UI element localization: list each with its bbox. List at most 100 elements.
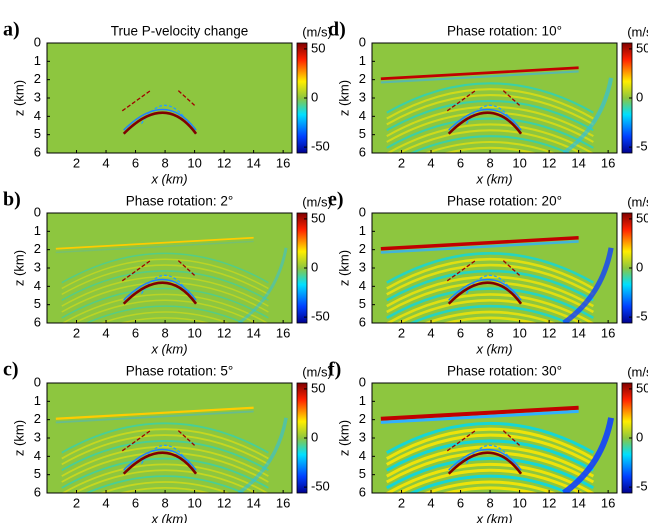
x-tick-label: 14 <box>571 495 585 510</box>
y-tick-label: 0 <box>359 204 366 219</box>
anticline <box>447 451 523 475</box>
image-field <box>47 383 292 493</box>
x-tick-label: 16 <box>276 495 290 510</box>
artifact-stripe <box>423 310 558 323</box>
artifact-stripe <box>442 146 538 153</box>
y-tick-label: 1 <box>34 393 41 408</box>
artifact-stripe <box>386 123 594 153</box>
artifact-stripe <box>386 94 594 126</box>
x-tick-label: 10 <box>512 325 526 340</box>
image-field <box>372 43 617 153</box>
artifact-stripe <box>61 434 269 466</box>
colorbar-tick-label: 0 <box>636 89 643 104</box>
y-tick-label: 3 <box>359 259 366 274</box>
colorbar-tick-label: -50 <box>636 309 648 324</box>
y-tick-label: 4 <box>34 278 41 293</box>
x-tick-label: 6 <box>132 155 139 170</box>
y-tick-label: 5 <box>34 296 41 311</box>
edge-artifact <box>562 77 614 153</box>
x-axis-label: x (km) <box>150 511 187 523</box>
upper-flank <box>446 90 521 112</box>
x-axis-label: x (km) <box>475 341 512 356</box>
x-tick-label: 2 <box>398 495 405 510</box>
upper-flank <box>121 430 196 452</box>
x-axis-label: x (km) <box>150 171 187 186</box>
artifact-stripe <box>386 293 595 323</box>
artifact-stripe <box>386 445 595 478</box>
shallow-reflector-lobe <box>55 410 254 424</box>
artifact-stripe <box>386 117 594 149</box>
artifact-stripe <box>396 129 584 153</box>
shallow-reflector <box>380 405 579 421</box>
artifact-stripe <box>386 439 595 472</box>
y-axis-label: z (km) <box>336 250 351 286</box>
artifact-stripe <box>61 428 269 460</box>
colorbar-label: (m/s) <box>302 364 332 379</box>
artifact-stripe <box>61 457 269 489</box>
colorbar-tick-label: 50 <box>311 40 325 55</box>
y-tick-label: 2 <box>359 411 366 426</box>
x-tick-label: 6 <box>132 495 139 510</box>
x-tick-label: 14 <box>246 155 260 170</box>
x-tick-label: 10 <box>187 325 201 340</box>
shallow-reflector-lobe <box>55 240 254 254</box>
y-tick-label: 1 <box>359 393 366 408</box>
y-tick-label: 1 <box>359 223 366 238</box>
artifact-stripe <box>423 140 557 153</box>
y-tick-label: 4 <box>359 108 366 123</box>
shallow-reflector <box>55 406 254 420</box>
x-tick-label: 14 <box>571 155 585 170</box>
artifact-stripe <box>386 263 595 296</box>
artifact-stripe <box>61 463 269 493</box>
y-tick-label: 2 <box>34 241 41 256</box>
x-tick-label: 8 <box>486 325 493 340</box>
y-tick-label: 5 <box>359 126 366 141</box>
colorbar-label: (m/s) <box>302 24 332 39</box>
image-field <box>47 43 292 153</box>
colorbar-tick-label: 50 <box>636 210 648 225</box>
upper-flank <box>121 90 196 112</box>
shallow-reflector-lobe <box>380 70 579 84</box>
anticline <box>122 111 198 135</box>
y-tick-label: 3 <box>34 89 41 104</box>
colorbar-tick-label: -50 <box>636 479 648 494</box>
x-tick-label: 6 <box>457 495 464 510</box>
y-axis-label: z (km) <box>336 420 351 456</box>
y-tick-label: 6 <box>359 144 366 159</box>
shallow-reflector <box>380 66 579 81</box>
anticline-lobe <box>448 448 522 471</box>
panel-label: c) <box>3 359 19 381</box>
colorbar-tick-label: 50 <box>636 40 648 55</box>
y-tick-label: 2 <box>359 71 366 86</box>
artifact-stripe <box>386 457 595 490</box>
artifact-stripe <box>99 311 231 323</box>
x-tick-label: 8 <box>486 155 493 170</box>
x-axis-label: x (km) <box>150 341 187 356</box>
anticline <box>447 111 523 135</box>
y-axis-label: z (km) <box>11 250 26 286</box>
colorbar-tick-label: 50 <box>636 380 648 395</box>
colorbar-label: (m/s) <box>627 24 648 39</box>
x-axis-label: x (km) <box>475 511 512 523</box>
artifact-stripe <box>441 486 540 493</box>
field-background <box>47 213 292 323</box>
y-tick-label: 5 <box>34 466 41 481</box>
x-tick-label: 12 <box>217 155 231 170</box>
x-tick-label: 8 <box>161 155 168 170</box>
x-tick-label: 16 <box>601 155 615 170</box>
artifact-stripe <box>61 276 269 307</box>
y-tick-label: 0 <box>34 374 41 389</box>
y-tick-label: 1 <box>34 223 41 238</box>
artifact-stripe <box>61 287 269 319</box>
artifact-stripe <box>386 433 595 466</box>
edge-artifact <box>237 417 288 493</box>
image-field <box>372 213 617 323</box>
y-tick-label: 6 <box>359 314 366 329</box>
artifact-stripe <box>396 298 584 323</box>
y-axis-label: z (km) <box>336 80 351 116</box>
y-tick-label: 3 <box>359 89 366 104</box>
artifact-stripe <box>386 99 594 132</box>
artifact-stripe <box>61 440 269 472</box>
artifact-stripe <box>386 257 595 290</box>
colorbar-tick-label: 0 <box>311 429 318 444</box>
